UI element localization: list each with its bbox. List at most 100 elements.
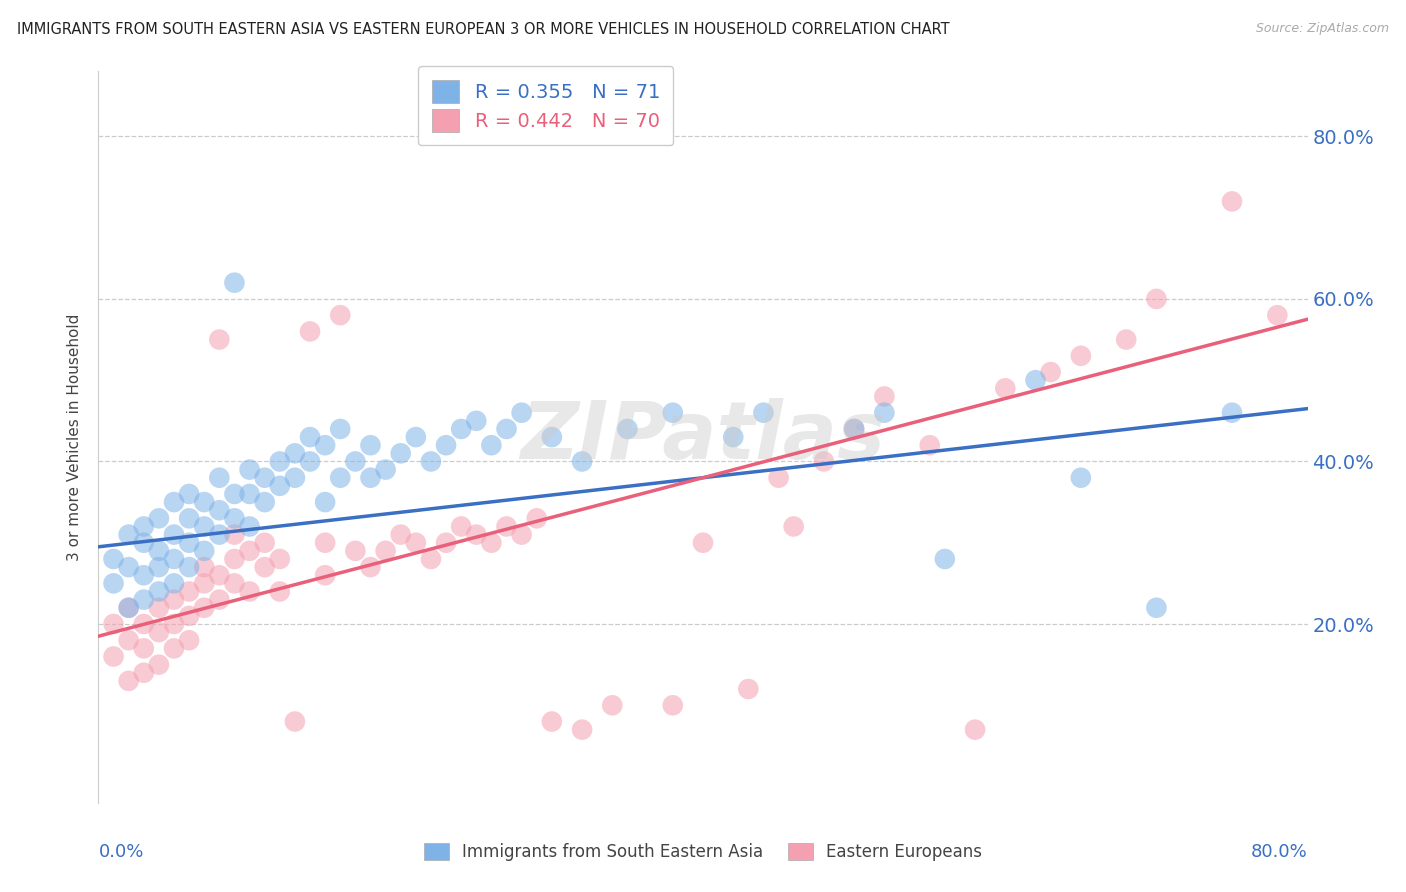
Point [239,487,262,501]
Point [918,438,941,452]
Point [118,673,141,688]
Point [616,422,638,436]
Point [224,576,246,591]
Point [163,495,186,509]
Point [193,576,215,591]
Point [179,560,201,574]
Point [163,617,186,632]
Point [148,584,170,599]
Point [1115,333,1137,347]
Point [193,495,215,509]
Point [193,600,215,615]
Point [737,681,759,696]
Point [193,560,215,574]
Point [1024,373,1046,387]
Point [208,471,231,485]
Point [314,495,336,509]
Point [253,471,276,485]
Point [179,487,201,501]
Point [752,406,775,420]
Point [510,527,533,541]
Y-axis label: 3 or more Vehicles in Household: 3 or more Vehicles in Household [67,313,83,561]
Point [450,422,472,436]
Point [1070,471,1092,485]
Point [163,527,186,541]
Point [389,446,412,460]
Point [844,422,866,436]
Point [1144,292,1167,306]
Point [314,535,336,549]
Point [465,527,488,541]
Point [269,552,291,566]
Point [118,560,141,574]
Point [269,454,291,468]
Point [692,535,714,549]
Point [179,535,201,549]
Point [148,625,170,640]
Point [148,544,170,558]
Point [374,462,396,476]
Text: Source: ZipAtlas.com: Source: ZipAtlas.com [1256,22,1389,36]
Point [284,471,307,485]
Point [253,560,276,574]
Point [239,519,262,533]
Point [118,527,141,541]
Point [208,592,231,607]
Point [103,617,125,632]
Point [934,552,956,566]
Point [768,471,790,485]
Point [360,438,382,452]
Point [132,617,155,632]
Point [179,633,201,648]
Point [132,568,155,582]
Point [329,471,352,485]
Point [723,430,745,444]
Point [208,333,231,347]
Point [783,519,806,533]
Point [179,584,201,599]
Point [344,544,367,558]
Point [571,723,593,737]
Point [224,511,246,525]
Point [434,438,457,452]
Point [193,544,215,558]
Point [329,308,352,322]
Point [873,406,896,420]
Point [510,406,533,420]
Point [132,592,155,607]
Point [299,325,322,339]
Point [481,535,503,549]
Point [299,454,322,468]
Point [965,723,987,737]
Point [148,511,170,525]
Point [132,519,155,533]
Point [103,552,125,566]
Point [208,503,231,517]
Text: ZIPatlas: ZIPatlas [520,398,886,476]
Point [602,698,624,713]
Point [374,544,396,558]
Point [193,519,215,533]
Point [495,519,517,533]
Point [661,406,683,420]
Point [224,276,246,290]
Point [224,552,246,566]
Point [389,527,412,541]
Point [163,641,186,656]
Point [344,454,367,468]
Point [1267,308,1289,322]
Point [481,438,503,452]
Point [844,422,866,436]
Point [360,560,382,574]
Point [224,487,246,501]
Point [434,535,457,549]
Point [253,535,276,549]
Point [1220,406,1243,420]
Point [103,576,125,591]
Point [540,430,562,444]
Point [813,454,835,468]
Point [420,552,443,566]
Point [1144,600,1167,615]
Point [314,438,336,452]
Text: 0.0%: 0.0% [98,843,143,861]
